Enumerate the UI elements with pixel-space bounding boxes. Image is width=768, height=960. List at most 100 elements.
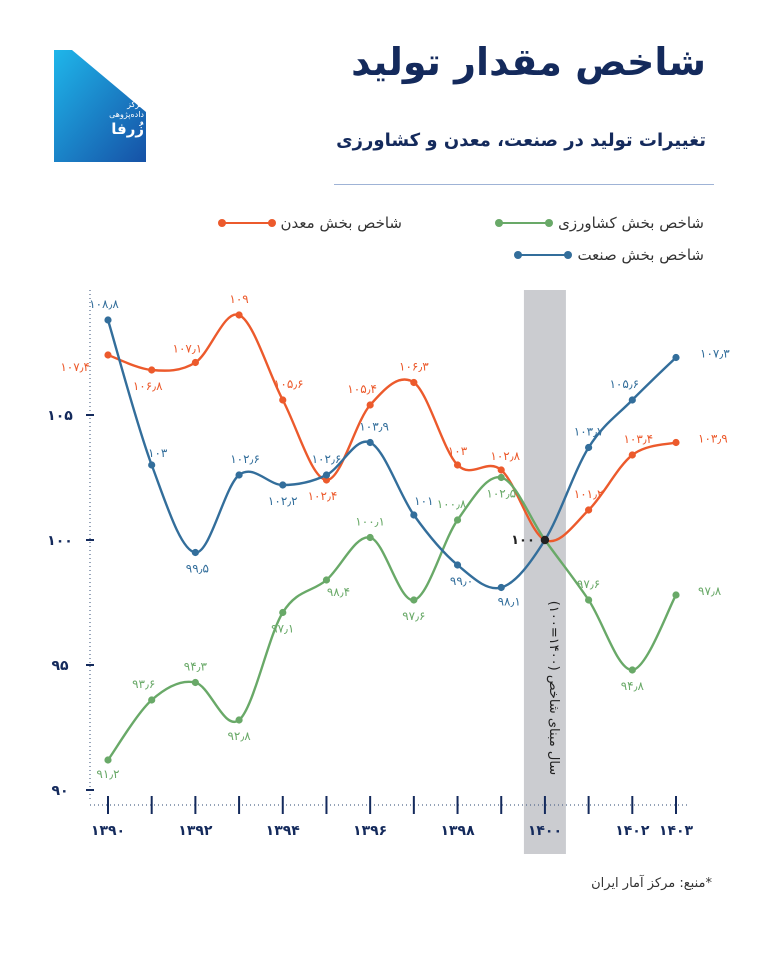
data-label-mining: ۱۰۳٫۹: [698, 432, 728, 446]
x-tick-label: ۱۳۹۸: [440, 823, 475, 839]
data-point-agriculture: [453, 516, 462, 524]
data-point-industry: [104, 316, 112, 324]
data-point-mining: [410, 378, 418, 387]
data-point-mining: [148, 366, 156, 374]
data-point-mining: [104, 351, 112, 359]
data-point-agriculture: [279, 608, 287, 617]
data-point-mining: [453, 461, 462, 469]
data-point-industry: [366, 438, 374, 447]
data-label-agriculture: ۱۰۰٫۸: [437, 497, 467, 511]
data-point-industry: [235, 471, 243, 479]
series-line-mining: [107, 313, 677, 543]
series-line-agriculture: [107, 476, 678, 761]
data-label-agriculture: ۹۳٫۶: [132, 677, 155, 691]
data-point-mining: [585, 506, 593, 514]
data-point-industry: [672, 353, 680, 362]
data-label-agriculture: ۹۴٫۸: [621, 679, 645, 693]
data-label-mining: ۱۰۵٫۴: [347, 382, 377, 396]
data-label-industry: ۱۰۳٫۷: [574, 425, 604, 439]
x-tick-label: ۱۴۰۰: [528, 823, 562, 839]
data-label-agriculture: ۱۰۲٫۵: [486, 487, 516, 501]
data-label-mining: ۱۰۶٫۸: [133, 379, 163, 393]
data-point-mining: [235, 311, 243, 319]
data-label-mining: ۱۰۲٫۸: [490, 449, 520, 463]
data-point-agriculture: [148, 696, 156, 704]
x-tick-label: ۱۳۹۲: [178, 823, 213, 839]
data-label-agriculture: ۹۷٫۸: [698, 584, 722, 598]
data-label-industry: ۱۰۸٫۸: [89, 297, 119, 311]
data-point-industry: [148, 461, 156, 469]
data-label-industry: ۱۰۳٫۹: [359, 420, 389, 434]
data-label-agriculture: ۹۴٫۳: [184, 660, 208, 674]
y-tick-label: ۹۰: [51, 783, 68, 799]
data-point-agriculture: [366, 533, 374, 542]
data-label-mining: ۱۰۹: [229, 292, 248, 306]
data-point-agriculture: [104, 756, 112, 764]
data-label-agriculture: ۹۱٫۲: [96, 767, 119, 781]
data-point-industry: [322, 471, 331, 479]
data-point-industry: [191, 548, 199, 557]
data-point-industry: [497, 583, 505, 592]
base-year-label: سال مبنای شاخص (۱۴۰۰=۱۰۰): [546, 601, 561, 775]
header-divider: [334, 184, 714, 185]
x-tick-label: ۱۳۹۶: [353, 823, 387, 839]
legend-industry-label: شاخص بخش صنعت: [577, 246, 704, 264]
legend-mining-swatch: [217, 219, 276, 227]
base-point-label: ۱۰۰: [511, 533, 535, 548]
legend-agriculture-swatch: [495, 219, 554, 227]
data-point-mining: [279, 396, 287, 404]
data-point-agriculture: [191, 678, 199, 687]
data-label-industry: ۱۰۳: [148, 446, 168, 460]
x-tick-label: ۱۳۹۰: [91, 823, 125, 839]
data-point-industry: [279, 481, 287, 489]
page-title: شاخص مقدار تولید: [351, 40, 706, 84]
data-label-mining: ۱۰۳: [448, 444, 468, 458]
data-point-mining: [672, 438, 680, 447]
data-label-mining: ۱۰۶٫۳: [399, 360, 429, 374]
data-label-industry: ۱۰۲٫۶: [230, 452, 260, 466]
data-label-industry: ۹۸٫۱: [498, 595, 521, 609]
data-label-agriculture: ۹۷٫۶: [402, 609, 425, 623]
data-label-industry: ۱۰۷٫۳: [700, 347, 730, 361]
data-point-industry: [453, 561, 462, 569]
data-label-mining: ۱۰۲٫۴: [308, 489, 338, 503]
data-label-mining: ۱۰۳٫۴: [623, 432, 653, 446]
y-tick-label: ۱۰۵: [47, 408, 73, 424]
data-label-mining: ۱۰۷٫۴: [60, 360, 90, 374]
data-label-agriculture: ۹۸٫۴: [327, 585, 350, 599]
legend-mining: شاخص بخش معدن: [217, 214, 402, 232]
data-point-agriculture: [235, 716, 243, 724]
x-tick-label: ۱۴۰۳: [659, 823, 694, 839]
y-tick-label: ۱۰۰: [47, 533, 73, 549]
data-point-agriculture: [585, 596, 593, 604]
data-label-agriculture: ۹۷٫۱: [271, 622, 294, 636]
data-label-industry: ۹۹٫۵: [186, 562, 209, 576]
data-point-mining: [191, 358, 199, 367]
series-line-industry: [106, 319, 677, 590]
data-label-mining: ۱۰۷٫۱: [173, 342, 203, 356]
data-point-agriculture: [497, 473, 505, 482]
data-label-mining: ۱۰۱٫۲: [574, 487, 604, 501]
x-tick-label: ۱۳۹۴: [266, 823, 301, 839]
legend-mining-label: شاخص بخش معدن: [280, 214, 402, 232]
data-label-agriculture: ۱۰۰٫۱: [355, 515, 385, 529]
page-subtitle: تغییرات تولید در صنعت، معدن و کشاورزی: [336, 130, 706, 151]
data-label-industry: ۱۰۱: [414, 494, 433, 508]
source-note: *منبع: مرکز آمار ایران: [591, 876, 712, 891]
data-point-mining: [322, 476, 331, 484]
base-year-band: [523, 290, 566, 854]
data-point-agriculture: [410, 596, 418, 604]
data-label-industry: ۱۰۵٫۶: [609, 377, 639, 391]
y-tick-label: ۹۵: [51, 658, 69, 674]
data-point-mining: [366, 401, 374, 409]
data-point-mining: [628, 451, 636, 459]
legend-agriculture: شاخص بخش کشاورزی: [495, 214, 704, 232]
x-tick-label: ۱۴۰۲: [615, 823, 650, 839]
data-label-industry: ۱۰۲٫۲: [268, 494, 298, 508]
logo-name: زُرفا: [111, 120, 144, 138]
data-point-agriculture: [628, 666, 636, 674]
data-label-agriculture: ۹۲٫۸: [227, 729, 251, 743]
legend-industry: شاخص بخش صنعت: [514, 246, 704, 264]
data-label-agriculture: ۹۷٫۶: [577, 577, 600, 591]
